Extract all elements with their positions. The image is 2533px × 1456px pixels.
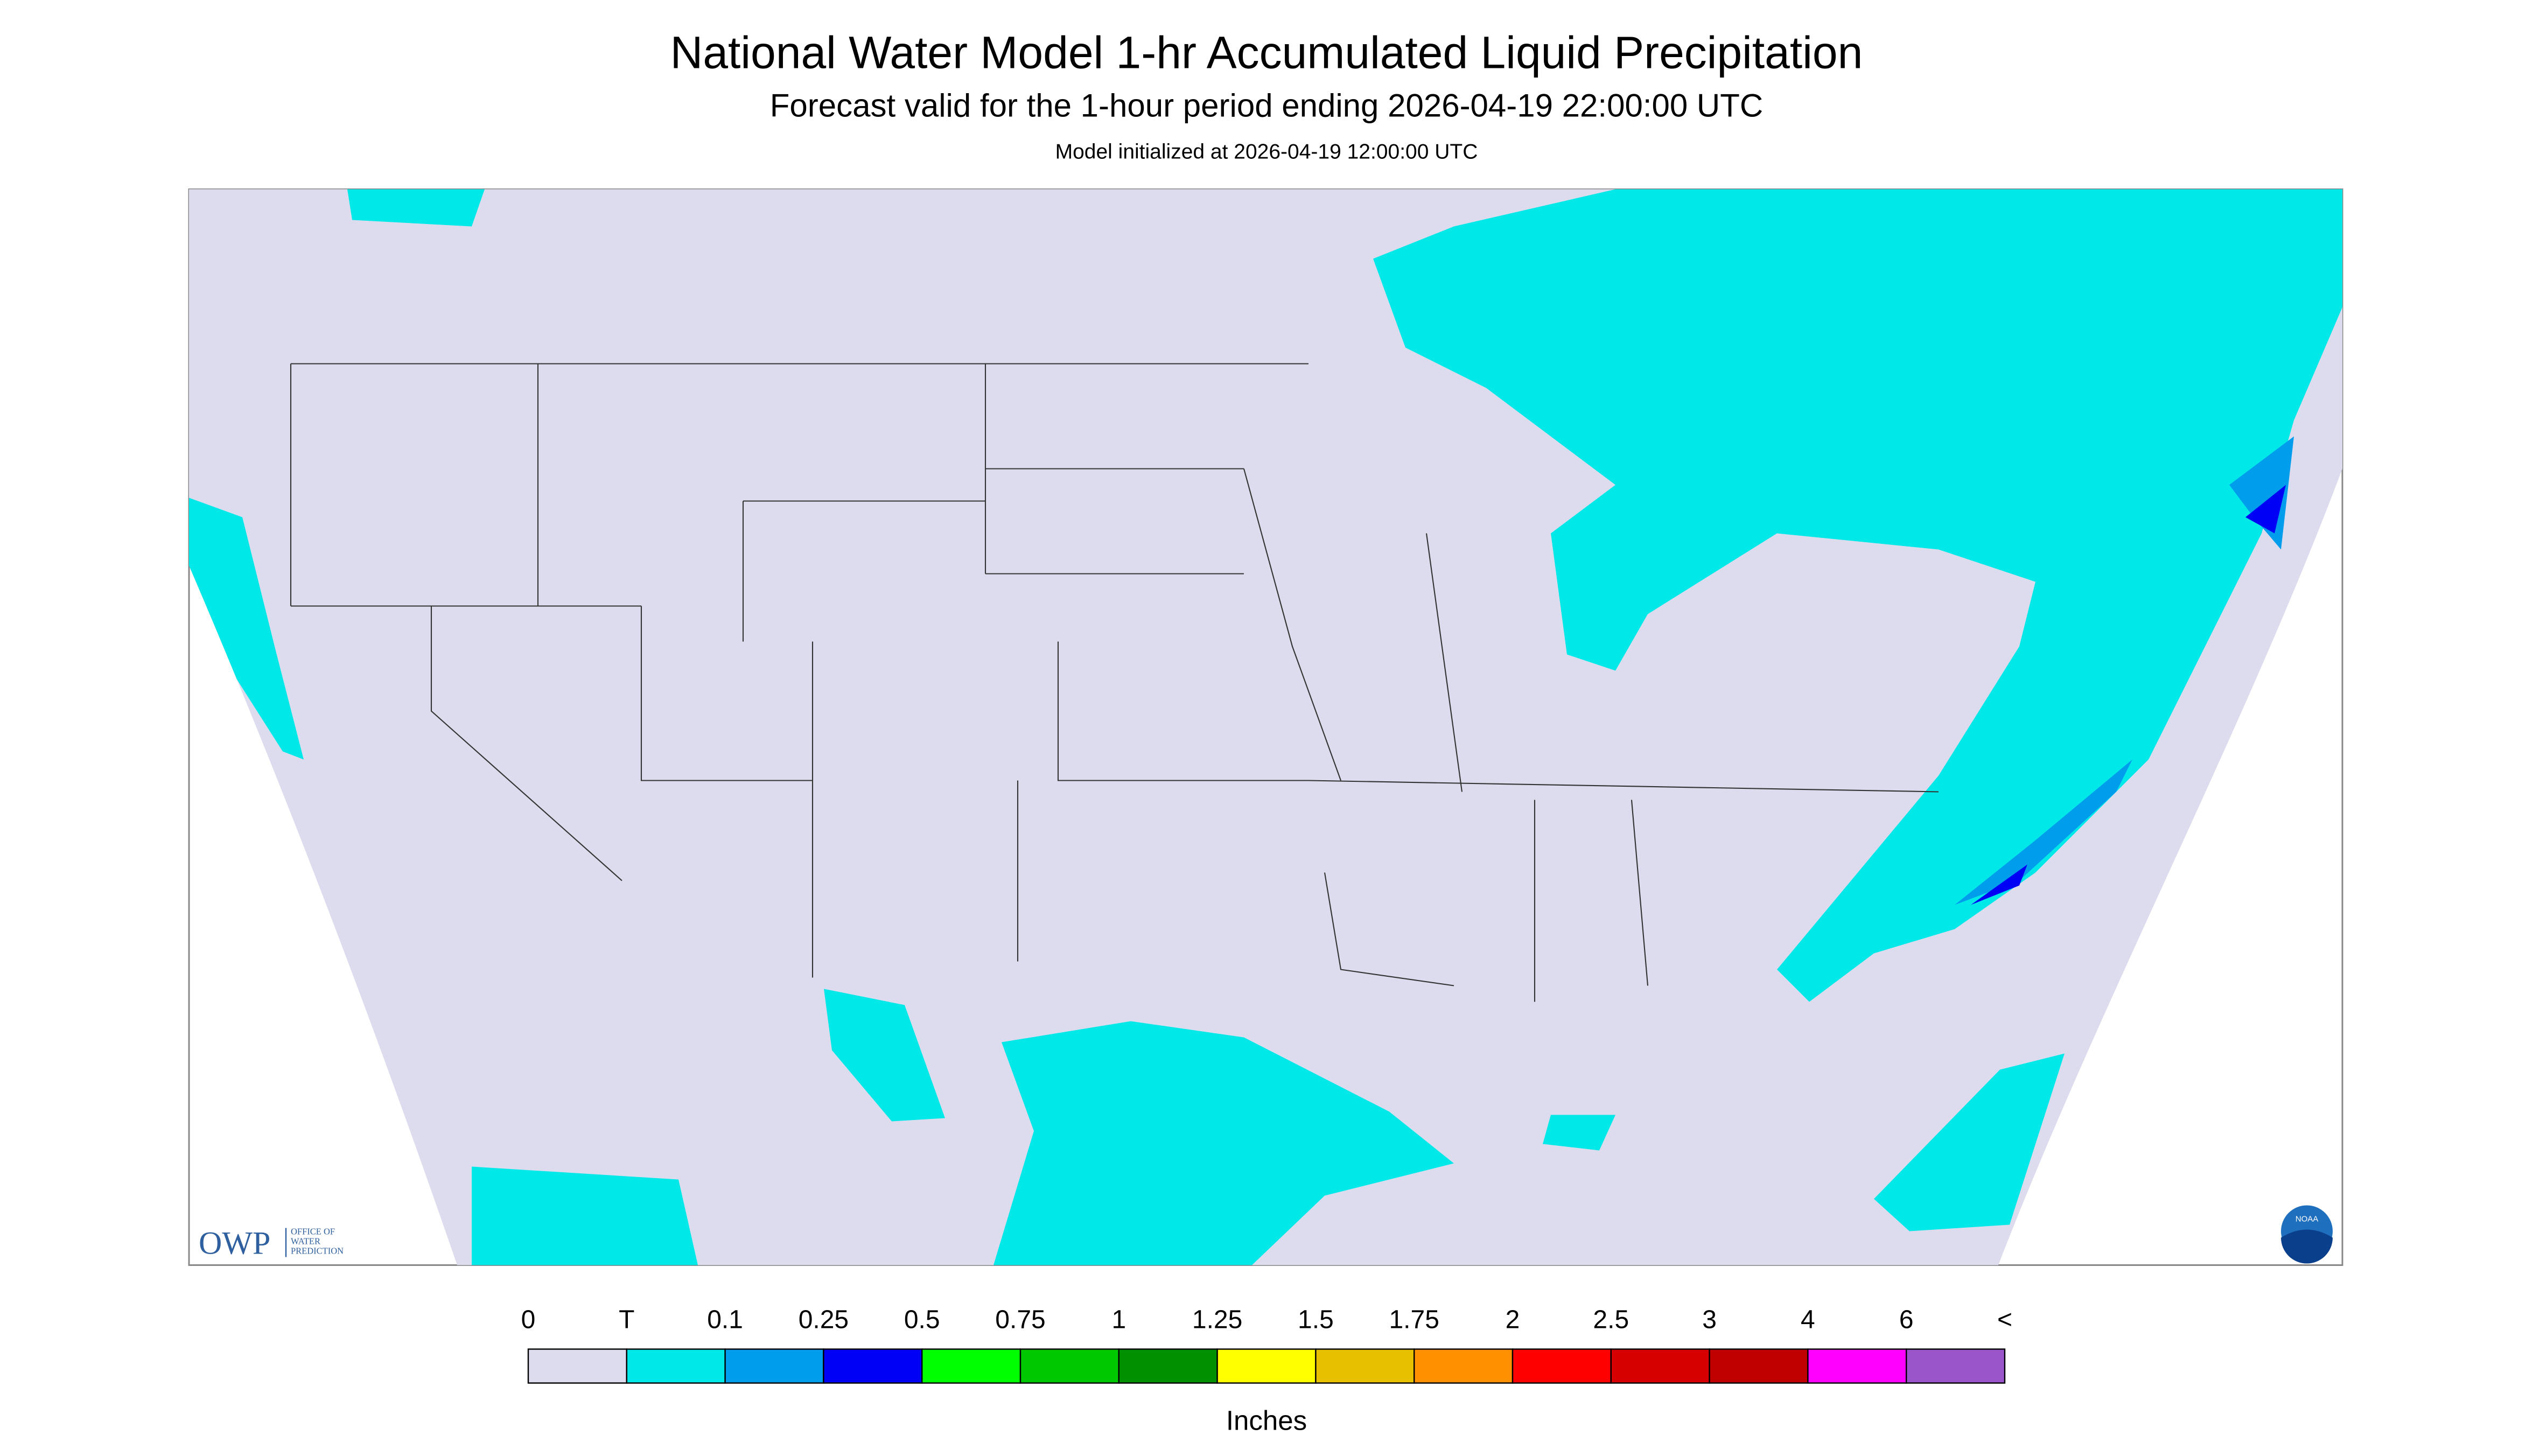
legend-label: 4 [1801, 1306, 1815, 1334]
legend-swatch [1512, 1348, 1612, 1384]
legend-swatch [1118, 1348, 1218, 1384]
subtitle: Forecast valid for the 1-hour period end… [770, 88, 1763, 124]
legend-label: 1.25 [1192, 1306, 1242, 1334]
legend-label: 2.5 [1593, 1306, 1629, 1334]
legend-label: 1 [1111, 1306, 1126, 1334]
legend-label: 1.5 [1298, 1306, 1334, 1334]
legend-swatch [527, 1348, 628, 1384]
logo-line: OFFICE OF [291, 1227, 335, 1237]
legend-swatch [1019, 1348, 1120, 1384]
logo-line: WATER [291, 1236, 320, 1247]
precip-area [347, 189, 485, 227]
logo-line: PREDICTION [291, 1246, 344, 1256]
precip-area [189, 498, 304, 760]
legend-swatch [823, 1348, 923, 1384]
legend-swatch [1315, 1348, 1415, 1384]
precip-field [189, 189, 2342, 1265]
legend-label: 1.75 [1389, 1306, 1439, 1334]
legend-swatch [1216, 1348, 1317, 1384]
legend-label: T [619, 1306, 634, 1334]
boundaries [290, 363, 1939, 1002]
precip-area [2229, 436, 2294, 550]
precip-area [1971, 864, 2027, 905]
noaa-wave [2281, 1229, 2333, 1264]
precip-area [1543, 1115, 1615, 1151]
noaa-text: NOAA [2296, 1215, 2319, 1224]
precip-area [472, 1166, 698, 1265]
title: National Water Model 1-hr Accumulated Li… [670, 27, 1863, 78]
noaa-logo: NOAA [2281, 1205, 2333, 1264]
precip-area [993, 1021, 1454, 1265]
map: OWP OFFICE OF WATER PREDICTION NOAA [188, 188, 2343, 1266]
legend-swatch [1709, 1348, 1809, 1384]
legend-swatch [724, 1348, 824, 1384]
legend-label: 0 [521, 1306, 536, 1334]
legend-label: < [1997, 1306, 2012, 1334]
legend-label: 0.5 [904, 1306, 940, 1334]
legend-label: 0.1 [707, 1306, 743, 1334]
legend-unit: Inches [1226, 1405, 1307, 1436]
owp-logo: OWP OFFICE OF WATER PREDICTION [199, 1226, 344, 1261]
precip-area [2245, 485, 2286, 534]
legend-swatch [1610, 1348, 1710, 1384]
legend-swatch [921, 1348, 1021, 1384]
precip-area [1874, 1053, 2065, 1231]
logo-acronym: OWP [199, 1226, 270, 1261]
legend-label: 0.25 [799, 1306, 849, 1334]
legend-label: 2 [1506, 1306, 1520, 1334]
legend-swatch [1807, 1348, 1907, 1384]
legend-swatch [1905, 1348, 2006, 1384]
legend: 0 T 0.1 0.25 0.5 0.75 1 1.25 1.5 1.75 2 2.5 3 4 6 < [521, 1306, 2012, 1384]
legend-label: 3 [1702, 1306, 1717, 1334]
legend-swatch [626, 1348, 726, 1384]
legend-label: 6 [1899, 1306, 1914, 1334]
precip-area [824, 989, 945, 1122]
legend-swatch [1414, 1348, 1514, 1384]
legend-label: 0.75 [995, 1306, 1045, 1334]
init-note: Model initialized at 2026-04-19 12:00:00… [1055, 141, 1478, 164]
